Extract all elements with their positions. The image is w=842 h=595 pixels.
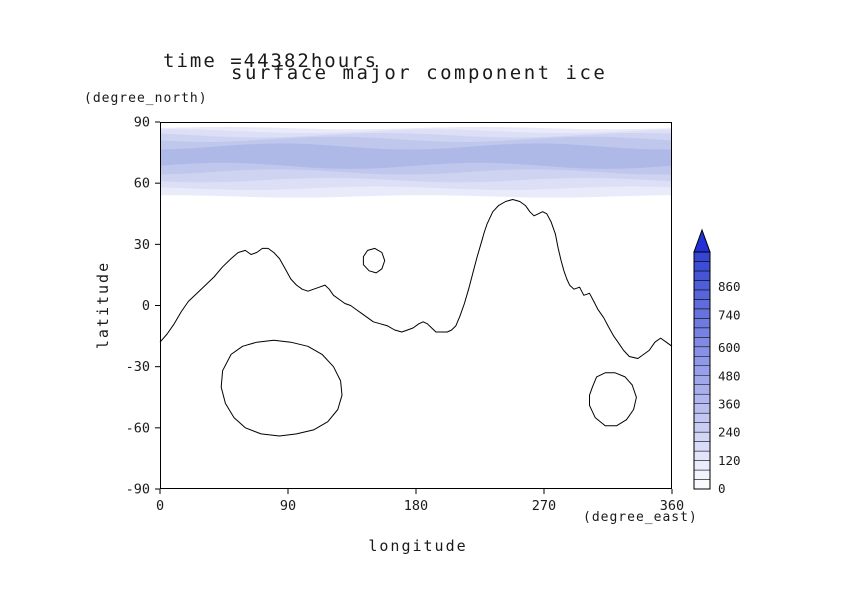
zero-contour-main <box>159 199 673 359</box>
colorbar-tick-label: 120 <box>718 453 741 468</box>
colorbar-cell <box>693 270 711 281</box>
y-tick-label: 90 <box>134 115 150 131</box>
polar-cap-band <box>160 143 672 169</box>
y-tick-label: 60 <box>134 176 150 192</box>
time-title: time =44382hours <box>163 50 379 72</box>
colorbar-frame <box>693 251 711 490</box>
southeast-basin-contour <box>589 372 637 427</box>
colorbar-tick-label: 0 <box>718 481 726 496</box>
colorbar-cell <box>693 318 711 329</box>
colorbar-cell <box>693 374 711 385</box>
colorbar-tick-label: 480 <box>718 368 741 383</box>
x-tick-label: 360 <box>660 498 684 514</box>
colorbar-cell <box>693 479 711 490</box>
page-title: surface major component ice <box>231 62 608 84</box>
y-tick-label: 0 <box>142 298 150 314</box>
colorbar-cell <box>693 280 711 291</box>
x-tick-label: 0 <box>156 498 164 514</box>
colorbar-cell <box>693 450 711 461</box>
colorbar-cell <box>693 431 711 442</box>
small-island-contour <box>362 247 386 274</box>
colorbar-cell <box>693 384 711 395</box>
y-tick-label: 30 <box>134 237 150 253</box>
y-tick-label: -90 <box>126 482 150 498</box>
plot-frame <box>160 122 672 489</box>
colorbar-cell <box>693 251 711 262</box>
y-tick-label: -60 <box>126 420 150 436</box>
colorbar-cell <box>693 308 711 319</box>
y-tick-label: -30 <box>126 359 150 375</box>
colorbar-cell <box>693 403 711 414</box>
colorbar-tick-label: 740 <box>718 307 741 322</box>
y-axis-unit-label: (degree_north) <box>84 91 208 106</box>
x-tick-label: 270 <box>532 498 556 514</box>
colorbar-tick-label: 860 <box>718 279 741 294</box>
colorbar-cell <box>693 356 711 367</box>
x-axis-title: longitude <box>368 537 468 555</box>
colorbar-cell <box>693 412 711 423</box>
y-axis-title: latitude <box>94 260 112 350</box>
latitude-longitude-map: 0 90 180 270 360 90 60 30 0 -30 -60 -90 <box>126 115 685 515</box>
x-axis-unit-label: (degree_east) <box>583 510 698 525</box>
colorbar: 0 120 240 360 480 600 740 860 <box>693 228 741 496</box>
x-tick-label: 180 <box>404 498 428 514</box>
colorbar-cell <box>693 346 711 357</box>
colorbar-tick-label: 600 <box>718 340 741 355</box>
colorbar-cell <box>693 299 711 310</box>
colorbar-cell <box>693 393 711 404</box>
colorbar-cell <box>693 289 711 300</box>
colorbar-cell <box>693 460 711 471</box>
colorbar-cell <box>693 365 711 376</box>
colorbar-cell <box>693 422 711 433</box>
colorbar-tick-label: 240 <box>718 425 741 440</box>
colorbar-cell <box>693 327 711 338</box>
southwest-basin-contour <box>220 339 343 437</box>
colorbar-cell <box>693 261 711 272</box>
x-tick-label: 90 <box>280 498 296 514</box>
colorbar-tick-label: 360 <box>718 397 741 412</box>
colorbar-cell <box>693 337 711 348</box>
colorbar-cell <box>693 441 711 452</box>
colorbar-over-triangle <box>693 228 711 253</box>
colorbar-cell <box>693 469 711 480</box>
